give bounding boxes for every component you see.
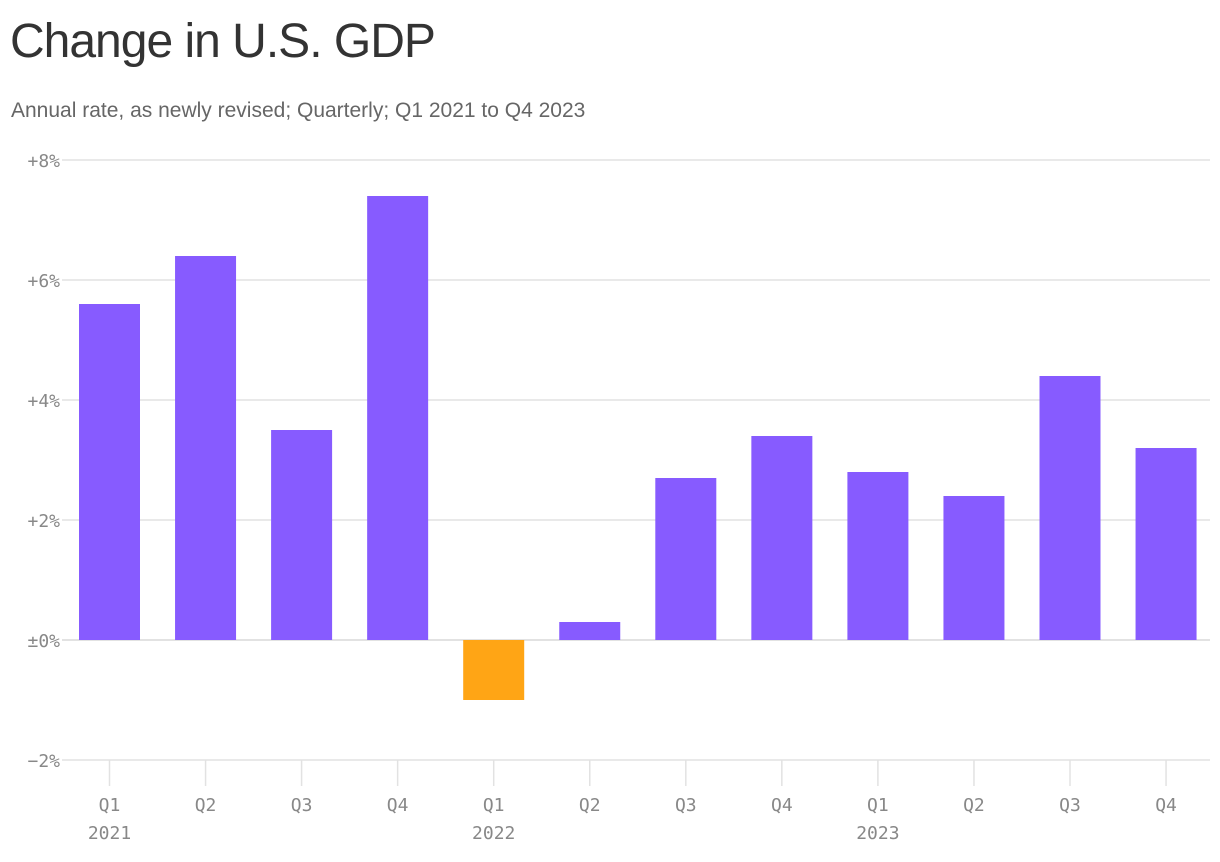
y-tick-label: +6% [27, 271, 60, 292]
chart-subtitle: Annual rate, as newly revised; Quarterly… [11, 99, 586, 122]
x-tick-label: Q1 [867, 795, 889, 816]
x-tick-label: Q2 [579, 795, 601, 816]
x-tick-label: Q4 [771, 795, 793, 816]
bar [1135, 448, 1197, 640]
x-tick-label: Q3 [675, 795, 697, 816]
bar [655, 478, 717, 640]
x-tick-label: Q3 [291, 795, 313, 816]
bar [175, 256, 237, 640]
bar [943, 496, 1005, 640]
x-tick-label: Q4 [1155, 795, 1177, 816]
x-tick-label: Q2 [195, 795, 217, 816]
bar [271, 430, 333, 640]
bar [367, 196, 429, 640]
y-tick-label: −2% [27, 751, 60, 772]
y-tick-label: +4% [27, 391, 60, 412]
x-year-label: 2023 [856, 823, 899, 844]
x-tick-label: Q3 [1059, 795, 1081, 816]
x-tick-label: Q1 [99, 795, 121, 816]
x-tick-label: Q4 [387, 795, 409, 816]
x-year-label: 2022 [472, 823, 515, 844]
x-year-label: 2021 [88, 823, 131, 844]
bar [847, 472, 909, 640]
bar [463, 640, 525, 700]
y-tick-label: ±0% [27, 631, 60, 652]
bar [751, 436, 813, 640]
y-tick-label: +8% [27, 151, 60, 172]
bar [1039, 376, 1101, 640]
chart-title: Change in U.S. GDP [10, 15, 436, 68]
x-tick-label: Q1 [483, 795, 505, 816]
x-tick-label: Q2 [963, 795, 985, 816]
bar [559, 622, 621, 640]
bar [79, 304, 140, 640]
y-tick-label: +2% [27, 511, 60, 532]
